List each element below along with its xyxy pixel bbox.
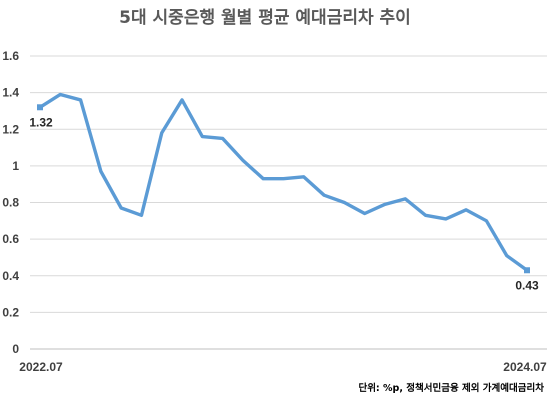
y-tick-label: 0.2: [2, 305, 19, 319]
y-tick-label: 1.6: [2, 49, 19, 63]
x-axis-tick-labels: 2022.07 2024.07: [19, 360, 547, 374]
series-line: [38, 92, 529, 272]
x-tick-label: 2024.07: [503, 360, 547, 374]
y-axis-tick-labels: 0 0.2 0.4 0.6 0.8 1 1.2 1.4 1.6: [2, 49, 19, 356]
data-label: 0.43: [515, 278, 539, 292]
unit-note: 단위: %p, 정책서민금융 제외 가계예대금리차: [358, 382, 544, 394]
data-label-layer: 1.32 0.43: [29, 115, 539, 292]
data-point-marker: [524, 267, 530, 274]
y-tick-label: 0.4: [2, 269, 19, 283]
y-tick-label: 0: [12, 342, 19, 356]
y-tick-label: 0.6: [2, 232, 19, 246]
data-label: 1.32: [29, 115, 53, 129]
y-tick-label: 1.2: [2, 122, 19, 136]
data-point-marker: [37, 104, 43, 111]
y-tick-label: 1.4: [2, 86, 19, 100]
y-tick-label: 0.8: [2, 196, 19, 210]
series-layer: [37, 92, 530, 274]
x-tick-label: 2022.07: [19, 360, 63, 374]
y-tick-label: 1: [12, 159, 19, 173]
gridlines: [30, 55, 547, 350]
chart-title: 5대 시중은행 월별 평균 예대금리차 추이: [119, 8, 411, 28]
